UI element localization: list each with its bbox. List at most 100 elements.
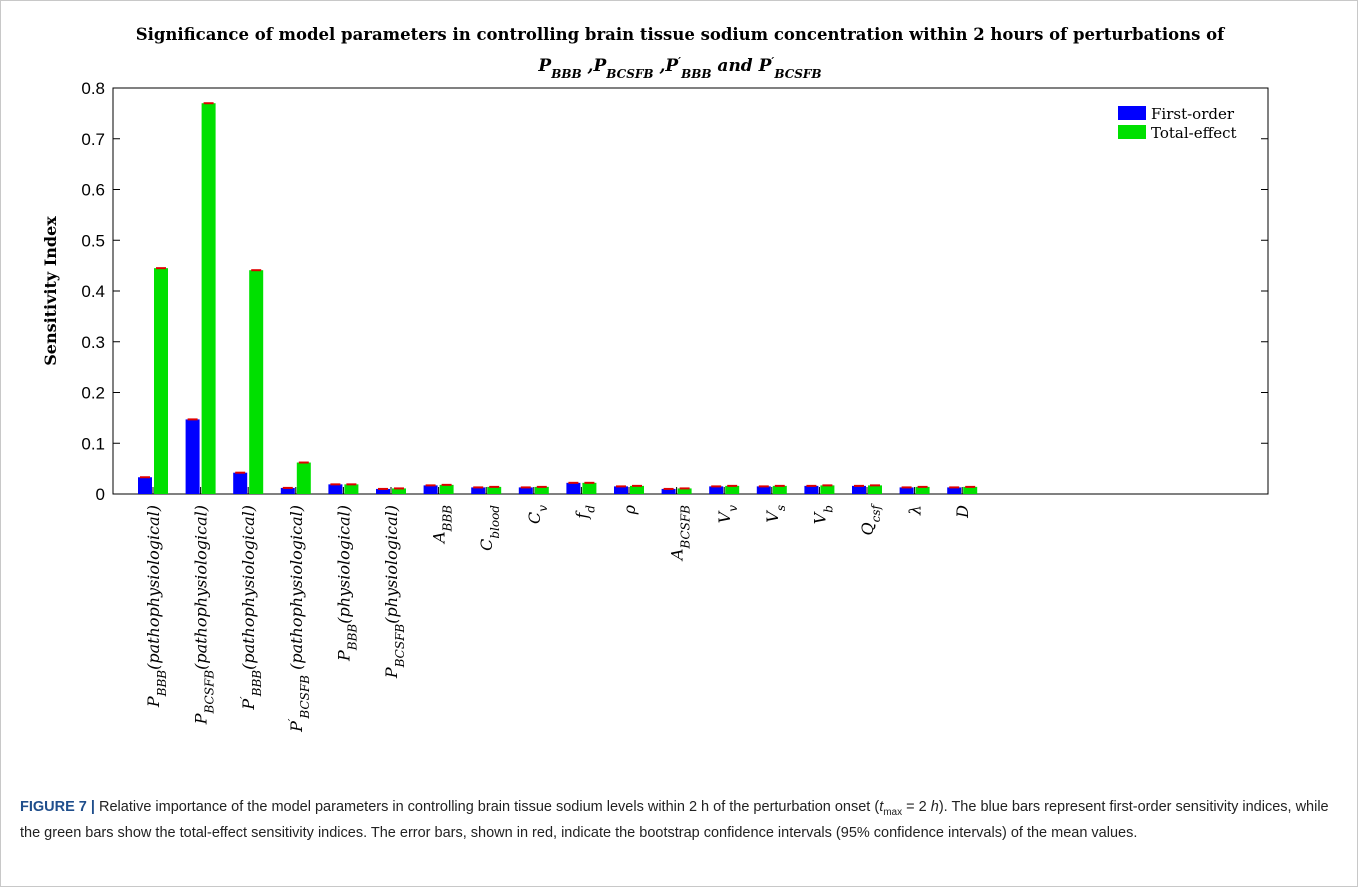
bar-total-effect bbox=[868, 485, 882, 494]
bar-first-order bbox=[756, 486, 771, 494]
x-label-sub: BCSFB bbox=[298, 675, 312, 720]
x-tick-label: PBCSFB(pathophysiological) bbox=[192, 505, 217, 725]
x-label-sub: blood bbox=[488, 505, 502, 539]
x-label-sub: BCSFB bbox=[203, 670, 217, 715]
bar-first-order bbox=[661, 488, 676, 494]
x-label-sub: s bbox=[774, 505, 788, 511]
bar-total-effect bbox=[296, 462, 311, 494]
chart-title-line1: Significance of model parameters in cont… bbox=[136, 25, 1225, 44]
x-tick-label: Cblood bbox=[477, 505, 502, 551]
title-part-3: , bbox=[654, 56, 666, 76]
x-label-base: A bbox=[668, 549, 687, 563]
x-tick-label: D bbox=[953, 505, 972, 519]
y-tick-label: 0.8 bbox=[81, 79, 105, 98]
caption-text-before: Relative importance of the model paramet… bbox=[94, 799, 880, 815]
x-label-base: P bbox=[334, 650, 353, 662]
x-tick-label: Qcsf bbox=[858, 502, 883, 535]
x-label-paren: (physiological) bbox=[382, 505, 401, 624]
chart-title-line2: PBBB ,PBCSFB ,P′BBB and P′BCSFB bbox=[537, 55, 821, 82]
title-part-4: P bbox=[664, 56, 679, 76]
x-label-sub: BBB bbox=[155, 670, 169, 698]
x-label-base: A bbox=[430, 531, 449, 545]
bar-total-effect bbox=[154, 268, 168, 494]
legend-label-first-order: First-order bbox=[1151, 105, 1235, 123]
x-tick-label: Vb bbox=[810, 505, 835, 524]
y-axis-label: Sensitivity Index bbox=[41, 216, 60, 366]
x-label-base: D bbox=[953, 505, 972, 519]
bar-total-effect bbox=[677, 488, 692, 494]
x-label-paren: (pathophysiological) bbox=[192, 505, 211, 670]
y-tick-label: 0.6 bbox=[81, 181, 105, 200]
title-part-sub-2: BCSFB bbox=[605, 67, 653, 81]
x-tick-label: Vv bbox=[715, 505, 740, 524]
y-tick-label: 0.2 bbox=[81, 384, 105, 403]
caption-tsub: max bbox=[883, 806, 903, 818]
y-axis: 0 0.1 0.2 0.3 0.4 0.5 0.6 0.7 0.8 bbox=[81, 79, 1268, 504]
caption-label: FIGURE 7 | bbox=[20, 799, 95, 815]
x-label-paren: (pathophysiological) bbox=[144, 505, 163, 670]
x-label-sub: d bbox=[583, 505, 597, 513]
bar-first-order bbox=[947, 487, 962, 494]
y-tick-label: 0.1 bbox=[81, 434, 105, 453]
caption-tunit: h bbox=[930, 799, 939, 815]
x-tick-label: ABBB bbox=[430, 505, 455, 545]
x-tick-label: PBBB(pathophysiological) bbox=[144, 505, 169, 708]
x-label-base: λ bbox=[906, 505, 925, 516]
bar-total-effect bbox=[249, 270, 264, 494]
title-part-5: and bbox=[712, 56, 759, 76]
legend-swatch-first-order bbox=[1118, 106, 1146, 120]
bar-total-effect bbox=[963, 486, 978, 494]
x-label-sup: ′ bbox=[238, 696, 251, 699]
x-tick-label: PBBB(physiological) bbox=[334, 505, 359, 662]
bar-first-order bbox=[471, 487, 486, 494]
bar-first-order bbox=[280, 487, 295, 494]
x-label-sup: ′ bbox=[285, 718, 298, 721]
y-tick-label: 0.7 bbox=[81, 130, 105, 149]
bar-first-order bbox=[328, 484, 343, 494]
x-label-paren: (physiological) bbox=[334, 505, 353, 624]
bar-first-order bbox=[518, 487, 533, 494]
bar-total-effect bbox=[820, 485, 835, 494]
x-label-sub: csf bbox=[869, 502, 883, 522]
legend-label-total-effect: Total-effect bbox=[1151, 124, 1237, 142]
x-tick-label: P′BCSFB (pathophysiological) bbox=[285, 505, 312, 733]
title-part-6: P bbox=[758, 56, 773, 76]
x-tick-label: fd bbox=[572, 505, 597, 520]
bar-total-effect bbox=[487, 486, 502, 494]
figure-caption: FIGURE 7 | Relative importance of the mo… bbox=[20, 797, 1340, 844]
x-tick-label: Cv bbox=[525, 505, 550, 524]
x-tick-label: Vs bbox=[763, 505, 788, 523]
bar-total-effect bbox=[772, 485, 787, 494]
bar-first-order bbox=[709, 486, 724, 494]
bar-total-effect bbox=[725, 485, 740, 494]
x-label-sub: b bbox=[821, 505, 835, 513]
caption-tvar: t bbox=[879, 799, 884, 815]
bar-first-order bbox=[899, 487, 914, 494]
bar-total-effect bbox=[201, 103, 216, 494]
bar-total-effect bbox=[439, 484, 454, 494]
bar-total-effect bbox=[534, 486, 549, 494]
y-tick-label: 0 bbox=[96, 485, 105, 504]
legend-swatch-total-effect bbox=[1118, 125, 1146, 139]
bar-first-order bbox=[804, 485, 819, 494]
x-label-base: P bbox=[239, 699, 258, 711]
bar-first-order bbox=[376, 488, 390, 494]
title-part-sub-0: BBB bbox=[550, 67, 581, 81]
bar-first-order bbox=[614, 486, 628, 494]
x-label-base: P bbox=[192, 713, 211, 725]
x-tick-label: ABCSFB bbox=[668, 505, 693, 562]
x-label-base: P bbox=[287, 721, 306, 733]
x-label-base: ρ bbox=[620, 504, 639, 515]
x-label-base: V bbox=[715, 510, 734, 523]
x-label-sub: v bbox=[726, 505, 740, 512]
title-part-0: P bbox=[537, 56, 552, 76]
bar-total-effect bbox=[630, 485, 644, 494]
x-label-base: C bbox=[477, 539, 496, 551]
y-tick-label: 0.4 bbox=[81, 282, 105, 301]
caption-eq: = 2 bbox=[902, 799, 931, 815]
caption-text-after: ). The blue bars represent first-order s… bbox=[20, 799, 1329, 841]
x-label-paren: (pathophysiological) bbox=[287, 505, 306, 675]
x-label-sub: BBB bbox=[441, 505, 455, 533]
bar-total-effect bbox=[915, 486, 930, 494]
